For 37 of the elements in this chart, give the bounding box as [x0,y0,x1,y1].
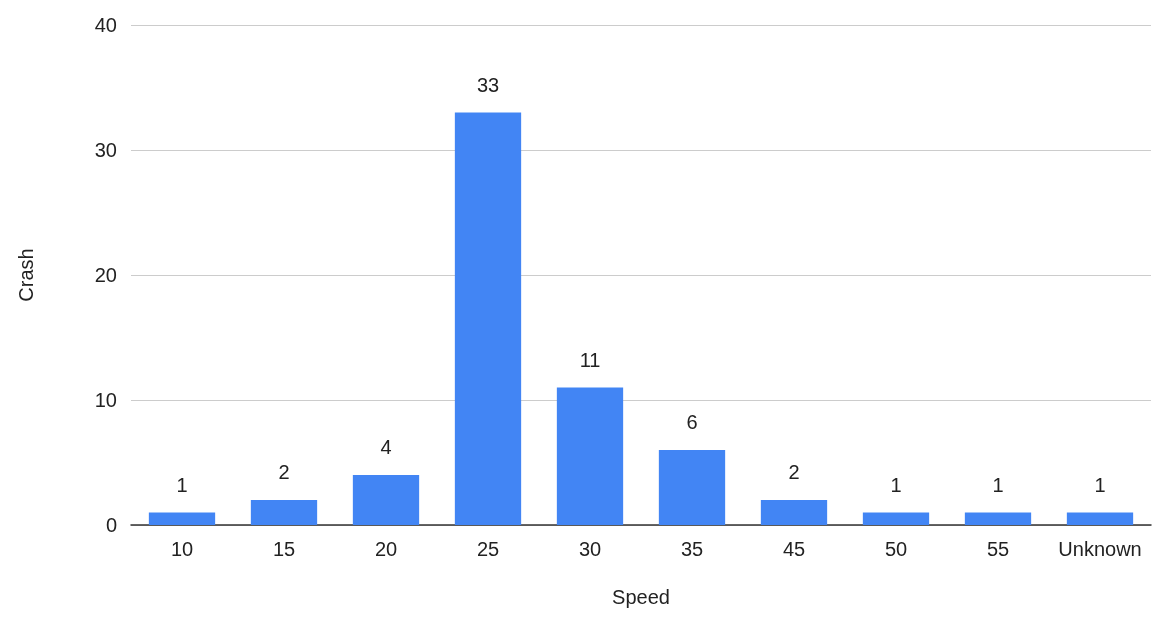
y-axis-title: Crash [15,248,37,302]
y-tick-label: 40 [94,14,117,36]
bar [148,512,216,525]
x-axis-title: Speed [612,586,670,608]
bar [964,512,1032,525]
bar [1066,512,1134,525]
bar [760,500,828,525]
y-tick-label: 20 [94,264,117,286]
y-tick-label: 0 [105,514,117,536]
x-tick-label: Unknown [1058,538,1142,560]
data-label: 1 [176,473,188,496]
x-tick-label: 45 [782,538,806,560]
data-label: 1 [1094,473,1106,496]
data-label: 11 [579,348,601,371]
bar [658,450,726,525]
x-tick-label: 55 [986,538,1010,560]
data-label: 33 [476,73,500,96]
y-tick-label: 30 [94,139,117,161]
data-label: 4 [380,436,392,458]
x-tick-label: 35 [680,538,704,560]
data-label: 1 [992,473,1004,496]
x-tick-label: 10 [170,538,194,560]
bar [250,500,318,525]
x-tick-label: 30 [578,538,602,560]
data-label: 2 [788,461,800,483]
bar [556,387,624,525]
bar [862,512,930,525]
x-tick-label: 20 [374,538,398,560]
data-label: 6 [686,411,698,433]
x-tick-label: 15 [272,538,296,560]
x-tick-label: 50 [884,538,908,560]
x-tick-label: 25 [476,538,500,560]
data-label: 2 [278,461,290,483]
data-label: 1 [890,473,902,496]
y-tick-label: 10 [94,389,117,411]
bar [454,112,522,525]
bar [352,475,420,525]
